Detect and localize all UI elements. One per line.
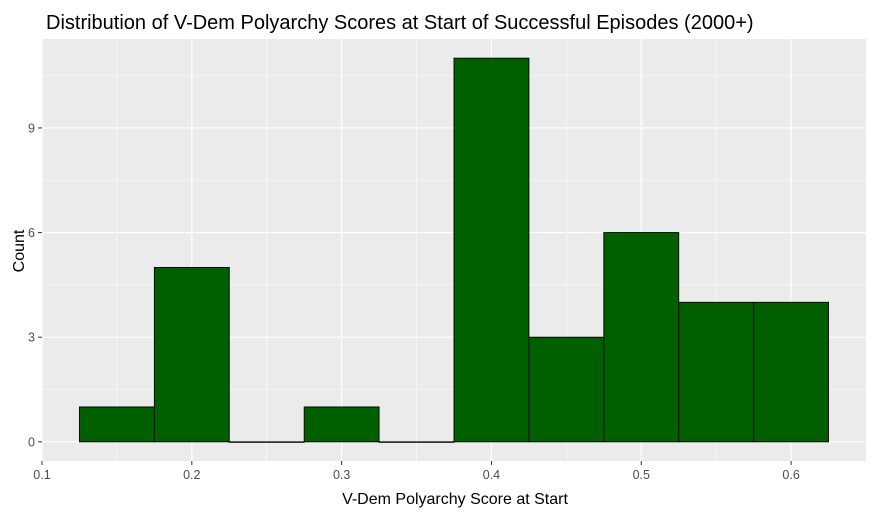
y-tick-label: 0 xyxy=(28,435,35,449)
x-tick-label: 0.1 xyxy=(33,468,50,482)
x-tick-label: 0.2 xyxy=(183,468,200,482)
histogram-bars xyxy=(79,57,829,443)
y-axis-ticks: 0 3 6 9 xyxy=(28,121,42,449)
x-axis-title: V-Dem Polyarchy Score at Start xyxy=(342,491,568,508)
histogram-bar xyxy=(678,301,755,443)
y-tick-label: 9 xyxy=(28,121,35,135)
x-tick-label: 0.3 xyxy=(333,468,350,482)
y-axis-title: Count xyxy=(11,229,28,272)
histogram-bar xyxy=(378,441,455,443)
histogram-bar xyxy=(453,57,530,443)
x-tick-label: 0.5 xyxy=(633,468,650,482)
histogram-bar xyxy=(153,266,230,443)
x-tick-label: 0.6 xyxy=(782,468,799,482)
y-tick-label: 6 xyxy=(28,226,35,240)
histogram-bar xyxy=(228,441,305,443)
histogram-bar xyxy=(753,301,829,443)
y-tick-label: 3 xyxy=(28,331,35,345)
histogram-bar xyxy=(603,232,680,443)
chart-title: Distribution of V-Dem Polyarchy Scores a… xyxy=(46,12,754,34)
histogram-bar xyxy=(528,336,605,443)
x-tick-label: 0.4 xyxy=(483,468,500,482)
histogram-bar xyxy=(79,406,155,443)
x-axis-ticks: 0.1 0.2 0.3 0.4 0.5 0.6 xyxy=(33,461,800,482)
histogram-bar xyxy=(303,406,380,443)
